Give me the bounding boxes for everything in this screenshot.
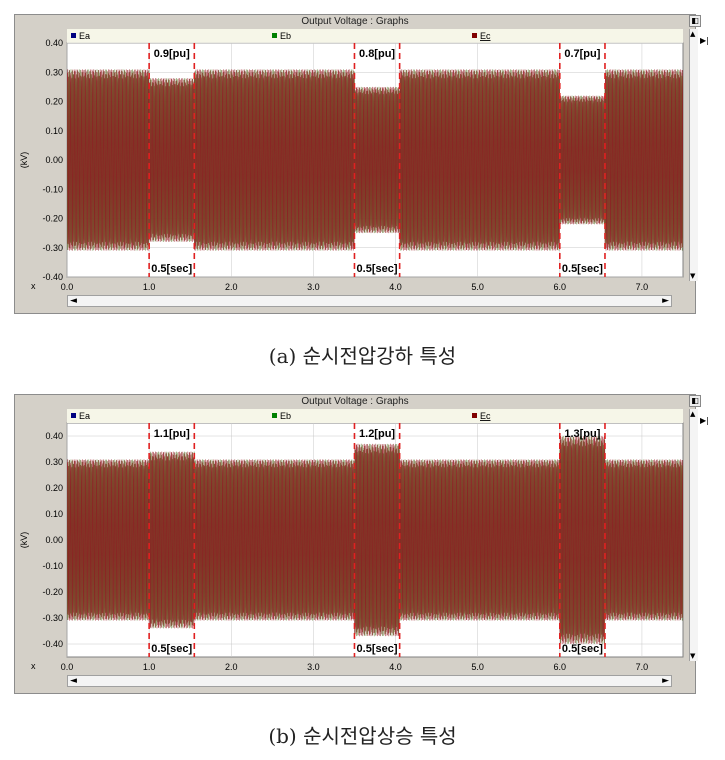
y-tick-label: -0.30 <box>42 243 63 253</box>
voltage-chart-a: 0.40 0.30 0.20 0.10 0.00 -0.10 -0.20 -0.30 -0.40… <box>15 29 687 299</box>
caption-a: (a) 순시전압강하 특성 <box>268 344 457 368</box>
vertical-scrollbar[interactable]: ▲ ▼ <box>689 29 698 281</box>
y-tick-label: 0.10 <box>45 126 63 136</box>
horizontal-scrollbar[interactable]: ◄ ► <box>67 295 672 307</box>
event-magnitude-label: 1.3[pu] <box>564 428 600 440</box>
scroll-up-icon[interactable]: ▲ <box>690 410 696 418</box>
caption-b: (b) 순시전압상승 특성 <box>268 724 457 748</box>
event-duration-label: 0.5[sec] <box>562 643 603 655</box>
chart-svg: 0.40 0.30 0.20 0.10 0.00 -0.10 -0.20 -0.30 -0.40… <box>19 409 684 672</box>
legend-swatch <box>472 33 477 38</box>
scroll-up-icon[interactable]: ▲ <box>690 30 696 38</box>
y-axis-label: (kV) <box>19 532 29 549</box>
x-tick-label: 5.0 <box>471 282 484 292</box>
y-tick-label: 0.40 <box>45 38 63 48</box>
x-tick-label: 1.0 <box>143 282 156 292</box>
x-tick-label: 1.0 <box>143 662 156 672</box>
side-marker-icon[interactable]: ▶| <box>700 36 709 45</box>
legend-strip <box>67 29 683 43</box>
event-magnitude-label: 1.2[pu] <box>359 428 395 440</box>
waveform-group <box>67 69 683 251</box>
legend-label[interactable]: Eb <box>280 31 291 41</box>
window-close-icon[interactable]: ◧ <box>689 395 701 407</box>
legend-label[interactable]: Ec <box>480 411 491 421</box>
scroll-down-icon[interactable]: ▼ <box>690 652 696 660</box>
event-duration-label: 0.5[sec] <box>357 263 398 275</box>
legend-label[interactable]: Ea <box>79 411 90 421</box>
y-tick-label: 0.30 <box>45 457 63 467</box>
vertical-scrollbar[interactable]: ▲ ▼ <box>689 409 698 661</box>
legend-swatch <box>272 413 277 418</box>
x-axis-label: x <box>31 281 36 291</box>
event-duration-label: 0.5[sec] <box>151 643 192 655</box>
chart-svg: 0.40 0.30 0.20 0.10 0.00 -0.10 -0.20 -0.30 -0.40… <box>19 29 684 292</box>
x-axis-label: x <box>31 661 36 671</box>
event-duration-label: 0.5[sec] <box>151 263 192 275</box>
legend-swatch <box>472 413 477 418</box>
y-tick-label: -0.10 <box>42 561 63 571</box>
y-tick-label: 0.30 <box>45 67 63 77</box>
x-tick-label: 3.0 <box>307 282 320 292</box>
legend-strip <box>67 409 683 423</box>
x-tick-label: 3.0 <box>307 662 320 672</box>
waveform-group <box>67 435 683 645</box>
legend-label[interactable]: Eb <box>280 411 291 421</box>
voltage-chart-b: 0.40 0.30 0.20 0.10 0.00 -0.10 -0.20 -0.30 -0.40… <box>15 409 687 679</box>
x-tick-label: 4.0 <box>389 282 402 292</box>
y-tick-label: 0.00 <box>45 535 63 545</box>
y-tick-label: 0.20 <box>45 483 63 493</box>
y-tick-label: -0.20 <box>42 214 63 224</box>
legend-swatch <box>71 33 76 38</box>
horizontal-scrollbar[interactable]: ◄ ► <box>67 675 672 687</box>
scroll-right-icon[interactable]: ► <box>662 676 669 686</box>
phase-waveform <box>67 435 683 645</box>
scroll-right-icon[interactable]: ► <box>662 296 669 306</box>
y-tick-label: -0.20 <box>42 587 63 597</box>
x-tick-label: 0.0 <box>61 282 74 292</box>
y-tick-label: -0.30 <box>42 613 63 623</box>
y-tick-label: -0.10 <box>42 184 63 194</box>
graph-window-b: Output Voltage : Graphs 0.40 0.30 0.20 0.10… <box>14 394 698 694</box>
y-tick-label: 0.20 <box>45 97 63 107</box>
scroll-left-icon[interactable]: ◄ <box>70 676 77 686</box>
x-tick-label: 0.0 <box>61 662 74 672</box>
scroll-left-icon[interactable]: ◄ <box>70 296 77 306</box>
x-tick-label: 7.0 <box>636 662 649 672</box>
window-close-icon[interactable]: ◧ <box>689 15 701 27</box>
x-tick-label: 4.0 <box>389 662 402 672</box>
x-tick-label: 2.0 <box>225 282 238 292</box>
x-tick-label: 6.0 <box>554 282 567 292</box>
event-magnitude-label: 1.1[pu] <box>154 428 190 440</box>
event-magnitude-label: 0.9[pu] <box>154 48 190 60</box>
y-tick-label: 0.10 <box>45 509 63 519</box>
y-tick-label: 0.40 <box>45 431 63 441</box>
y-tick-label: -0.40 <box>42 639 63 649</box>
scroll-down-icon[interactable]: ▼ <box>690 272 696 280</box>
x-tick-label: 7.0 <box>636 282 649 292</box>
x-tick-label: 2.0 <box>225 662 238 672</box>
legend-swatch <box>71 413 76 418</box>
legend-swatch <box>272 33 277 38</box>
side-marker-icon[interactable]: ▶| <box>700 416 709 425</box>
x-tick-label: 5.0 <box>471 662 484 672</box>
window-title: Output Voltage : Graphs <box>301 396 409 407</box>
event-magnitude-label: 0.8[pu] <box>359 48 395 60</box>
y-axis-label: (kV) <box>19 152 29 169</box>
legend-label[interactable]: Ea <box>79 31 90 41</box>
graph-window-a: Output Voltage : Graphs 0.40 0.30 0.20 0.10… <box>14 14 698 314</box>
window-title: Output Voltage : Graphs <box>301 16 409 27</box>
phase-waveform <box>67 69 683 251</box>
event-duration-label: 0.5[sec] <box>562 263 603 275</box>
event-duration-label: 0.5[sec] <box>357 643 398 655</box>
phase-waveform <box>67 69 683 251</box>
x-tick-label: 6.0 <box>554 662 567 672</box>
phase-waveform <box>67 435 683 644</box>
y-tick-label: -0.40 <box>42 272 63 282</box>
event-magnitude-label: 0.7[pu] <box>564 48 600 60</box>
y-tick-label: 0.00 <box>45 155 63 165</box>
legend-label[interactable]: Ec <box>480 31 491 41</box>
